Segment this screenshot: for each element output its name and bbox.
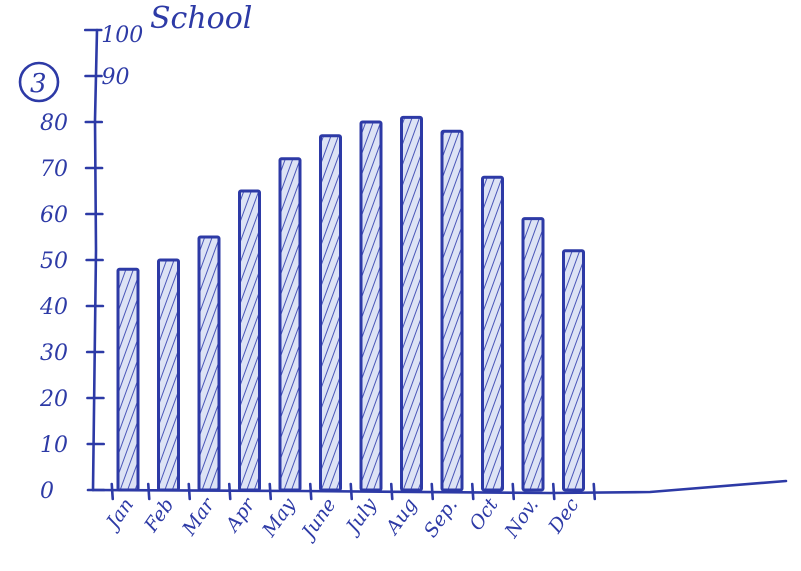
bar-nov (521, 217, 545, 492)
x-category-label: July (340, 494, 381, 540)
x-category-label: Oct (465, 494, 503, 535)
bar-aug (400, 115, 423, 492)
x-category-label: Mar (178, 493, 221, 541)
x-axis-line (91, 479, 788, 495)
bar-mar (197, 235, 221, 492)
bars-group (116, 115, 585, 492)
bar-apr (238, 189, 261, 492)
bar-jan (116, 267, 140, 492)
y-tick-label: 40 (39, 295, 68, 320)
x-category-label: Sep. (420, 494, 462, 541)
x-category-label: Feb (140, 494, 179, 537)
bar-oct (481, 175, 504, 492)
bar-sep (440, 129, 464, 492)
x-category-label: May (258, 494, 301, 542)
bar-feb (157, 258, 180, 492)
x-category-label: Aug (381, 494, 422, 539)
annotation-number: 3 (30, 69, 47, 99)
bar-july (359, 120, 383, 492)
y-tick-label: 60 (40, 203, 68, 228)
x-category-label: Apr (220, 493, 260, 537)
x-tick-mark (551, 482, 556, 501)
y-tick-label: 80 (40, 111, 68, 136)
y-tick-label: 30 (40, 341, 68, 366)
y-tick-label: 90 (102, 65, 130, 90)
y-tick-label: 10 (40, 433, 68, 458)
chart-title: School (150, 1, 252, 36)
y-tick-label: 0 (40, 479, 54, 504)
y-tick-label: 70 (40, 157, 68, 182)
y-tick-label: 50 (40, 249, 68, 274)
y-axis-line (91, 28, 99, 492)
x-category-label: Dec (544, 494, 584, 538)
x-category-label: Nov. (500, 494, 543, 542)
x-category-label: June (295, 494, 340, 545)
y-tick-label: 100 (101, 23, 143, 48)
x-tick-mark (110, 482, 115, 501)
annotation-circle (18, 61, 60, 103)
x-category-label: Jan (100, 494, 138, 535)
y-tick-label: 20 (39, 387, 68, 412)
bar-dec (562, 249, 585, 492)
bar-may (278, 157, 302, 492)
bar-june (319, 134, 342, 492)
